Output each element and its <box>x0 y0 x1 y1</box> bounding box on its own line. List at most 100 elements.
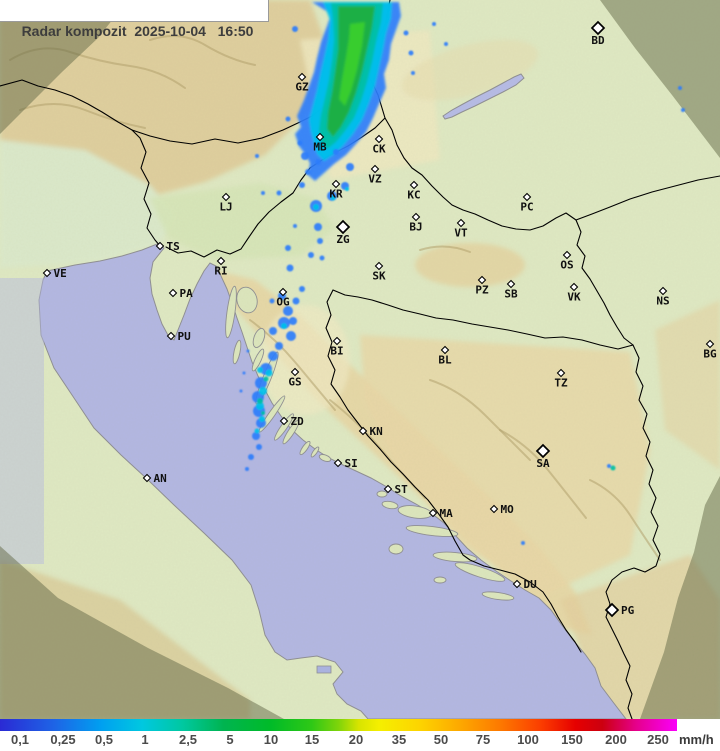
city-marker-sb: SB <box>504 279 518 301</box>
legend-tick: 0,25 <box>50 732 76 747</box>
city-label: TZ <box>554 377 568 390</box>
city-diamond-icon <box>331 179 341 189</box>
city-label: MA <box>440 507 454 520</box>
radar-cell <box>276 190 282 196</box>
city-marker-bd: BD <box>590 20 606 47</box>
city-marker-tz: TZ <box>554 368 568 390</box>
city-marker-kr: KR <box>329 179 343 201</box>
city-diamond-icon <box>440 345 450 355</box>
city-label: KR <box>329 188 343 201</box>
city-label: KC <box>407 189 420 202</box>
city-marker-pa: PA <box>168 287 193 300</box>
radar-cell <box>678 86 682 90</box>
radar-cell <box>333 149 339 155</box>
city-marker-pg: PG <box>604 602 635 618</box>
city-label: GS <box>288 376 301 389</box>
city-label: BI <box>330 345 343 358</box>
city-diamond-icon <box>335 219 351 235</box>
city-marker-mo: MO <box>489 503 515 516</box>
radar-cell <box>330 195 336 201</box>
city-marker-gz: GZ <box>295 72 309 94</box>
city-marker-og: OG <box>276 287 290 309</box>
city-diamond-icon <box>535 443 551 459</box>
city-marker-vz: VZ <box>368 164 382 186</box>
city-marker-lj: LJ <box>219 192 233 214</box>
radar-cell <box>315 159 321 165</box>
city-diamond-icon <box>155 241 165 251</box>
city-label: SA <box>536 457 550 470</box>
city-marker-st: ST <box>383 483 409 496</box>
city-marker-pc: PC <box>520 192 534 214</box>
city-marker-ri: RI <box>214 256 228 278</box>
legend-ticks: 0,1 0,25 0,5 1 2,5 5 10 15 20 35 50 75 100 150 200 250 <box>0 731 720 751</box>
city-label: TS <box>167 240 180 253</box>
city-label: AN <box>154 472 167 485</box>
city-marker-ck: CK <box>372 134 386 156</box>
city-marker-pu: PU <box>166 330 191 343</box>
city-diamond-icon <box>604 602 620 618</box>
city-label: BJ <box>409 221 422 234</box>
city-markers: GZ MB CK VZ KC PC BD LJ KR ZG BJ VT TS RI OS VE PA OG SK PZ… <box>42 20 717 618</box>
city-marker-os: OS <box>560 250 574 272</box>
legend-tick: 35 <box>391 732 407 747</box>
city-diamond-icon <box>315 132 325 142</box>
radar-cell <box>319 255 325 261</box>
radar-cell <box>285 116 291 122</box>
city-diamond-icon <box>42 268 52 278</box>
radar-cell <box>345 187 349 191</box>
city-label: MO <box>501 503 515 516</box>
city-diamond-icon <box>166 331 176 341</box>
city-diamond-icon <box>705 339 715 349</box>
city-diamond-icon <box>477 275 487 285</box>
city-diamond-icon <box>374 134 384 144</box>
radar-cell <box>297 140 303 146</box>
city-diamond-icon <box>428 508 438 518</box>
city-label: SI <box>345 457 358 470</box>
radar-cell <box>681 108 685 112</box>
city-label: OS <box>560 259 573 272</box>
city-diamond-icon <box>556 368 566 378</box>
city-label: SB <box>504 288 518 301</box>
city-diamond-icon <box>290 367 300 377</box>
radar-cell <box>299 286 305 292</box>
radar-cell <box>254 428 260 434</box>
radar-cell <box>245 467 249 471</box>
city-marker-pz: PZ <box>475 275 489 297</box>
city-diamond-icon <box>383 484 393 494</box>
city-diamond-icon <box>374 261 384 271</box>
legend-tick: 1 <box>141 732 149 747</box>
legend-tick: 15 <box>304 732 320 747</box>
city-marker-ve: VE <box>42 267 67 280</box>
radar-cell <box>265 369 273 377</box>
radar-cell <box>255 154 259 158</box>
city-diamond-icon <box>221 192 231 202</box>
city-label: BD <box>591 34 605 47</box>
radar-cell <box>301 152 309 160</box>
coverage-shadow <box>0 0 720 719</box>
radar-cell <box>292 26 298 32</box>
city-label: VK <box>567 291 581 304</box>
city-label: VE <box>54 267 67 280</box>
city-marker-mb: MB <box>313 132 327 154</box>
radar-cell <box>292 297 300 305</box>
radar-map[interactable]: GZ MB CK VZ KC PC BD LJ KR ZG BJ VT TS RI OS VE PA OG SK PZ… <box>0 0 720 719</box>
city-diamond-icon <box>332 336 342 346</box>
city-label: ST <box>395 483 409 496</box>
city-diamond-icon <box>506 279 516 289</box>
radar-cell <box>246 349 250 353</box>
city-marker-ns: NS <box>656 286 670 308</box>
legend-tick: 100 <box>517 732 539 747</box>
radar-cell <box>610 465 616 471</box>
city-diamond-icon <box>658 286 668 296</box>
city-marker-du: DU <box>512 578 537 591</box>
city-label: RI <box>214 265 227 278</box>
radar-cell <box>607 464 611 468</box>
radar-cell <box>281 323 287 329</box>
radar-cell <box>269 327 277 335</box>
city-diamond-icon <box>278 287 288 297</box>
city-marker-sa: SA <box>535 443 551 470</box>
radar-cell <box>257 398 263 404</box>
radar-cell <box>259 416 265 422</box>
city-label: VT <box>454 227 468 240</box>
radar-cell <box>346 163 354 171</box>
